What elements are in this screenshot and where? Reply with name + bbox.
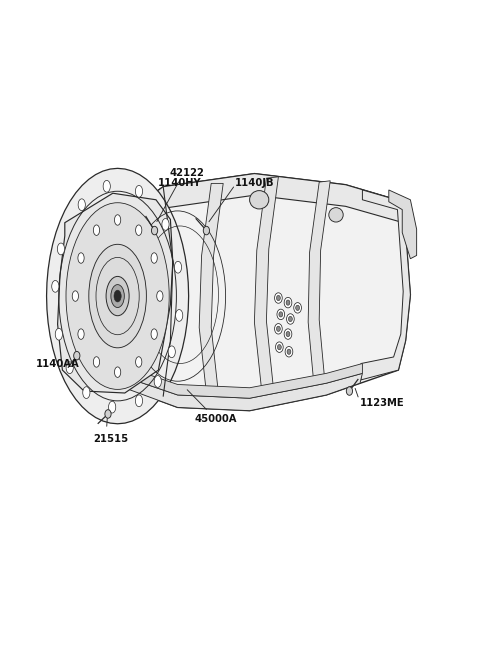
Ellipse shape <box>162 219 169 231</box>
Polygon shape <box>389 190 417 259</box>
Ellipse shape <box>296 305 300 310</box>
Ellipse shape <box>78 199 85 211</box>
Text: 21515: 21515 <box>93 434 128 443</box>
Ellipse shape <box>168 346 175 358</box>
Ellipse shape <box>275 293 282 303</box>
Ellipse shape <box>346 386 352 395</box>
Ellipse shape <box>106 276 129 316</box>
Polygon shape <box>47 168 189 424</box>
Text: 42122: 42122 <box>170 168 204 178</box>
Ellipse shape <box>287 314 294 324</box>
Ellipse shape <box>286 300 290 305</box>
Ellipse shape <box>276 342 283 352</box>
Ellipse shape <box>275 324 282 334</box>
Ellipse shape <box>174 261 181 273</box>
Polygon shape <box>361 190 410 380</box>
Ellipse shape <box>151 253 157 263</box>
Ellipse shape <box>57 243 64 255</box>
Polygon shape <box>254 177 278 390</box>
Ellipse shape <box>89 244 146 348</box>
Ellipse shape <box>284 297 292 308</box>
Polygon shape <box>122 372 362 411</box>
Text: 1140JB: 1140JB <box>235 178 275 188</box>
Ellipse shape <box>135 357 142 367</box>
Text: 45000A: 45000A <box>195 414 237 424</box>
Polygon shape <box>199 183 223 393</box>
Ellipse shape <box>55 328 62 340</box>
Ellipse shape <box>52 280 59 292</box>
Ellipse shape <box>250 191 269 209</box>
Ellipse shape <box>103 180 110 192</box>
Ellipse shape <box>78 329 84 339</box>
Ellipse shape <box>73 351 80 360</box>
Ellipse shape <box>114 290 121 302</box>
Text: 1140AA: 1140AA <box>36 359 80 369</box>
Ellipse shape <box>93 225 100 235</box>
Ellipse shape <box>287 349 291 354</box>
Polygon shape <box>122 174 403 237</box>
Ellipse shape <box>176 310 183 322</box>
Ellipse shape <box>78 253 84 263</box>
Ellipse shape <box>151 329 157 339</box>
Polygon shape <box>94 174 410 411</box>
Ellipse shape <box>114 367 121 377</box>
Ellipse shape <box>135 185 143 197</box>
Ellipse shape <box>277 345 281 350</box>
Ellipse shape <box>72 291 79 301</box>
Polygon shape <box>122 362 362 398</box>
Ellipse shape <box>277 309 285 320</box>
Ellipse shape <box>288 316 292 322</box>
Ellipse shape <box>203 227 209 235</box>
Ellipse shape <box>111 284 124 307</box>
Ellipse shape <box>276 295 280 301</box>
Ellipse shape <box>276 326 280 331</box>
Polygon shape <box>308 181 330 390</box>
Ellipse shape <box>66 202 169 389</box>
Ellipse shape <box>152 227 157 235</box>
Text: 1140HY: 1140HY <box>158 178 202 188</box>
Ellipse shape <box>83 386 90 398</box>
Ellipse shape <box>66 362 73 373</box>
Ellipse shape <box>294 303 301 313</box>
Ellipse shape <box>105 410 111 419</box>
Ellipse shape <box>329 208 343 222</box>
Ellipse shape <box>93 357 99 367</box>
Ellipse shape <box>135 395 143 407</box>
Ellipse shape <box>284 329 292 339</box>
Ellipse shape <box>279 312 283 317</box>
Ellipse shape <box>286 331 290 337</box>
Text: 1123ME: 1123ME <box>360 398 405 408</box>
Ellipse shape <box>114 215 121 225</box>
Ellipse shape <box>135 225 142 235</box>
Ellipse shape <box>285 346 293 357</box>
Ellipse shape <box>156 291 163 301</box>
Ellipse shape <box>154 375 161 387</box>
Ellipse shape <box>108 402 116 413</box>
Polygon shape <box>58 193 173 393</box>
